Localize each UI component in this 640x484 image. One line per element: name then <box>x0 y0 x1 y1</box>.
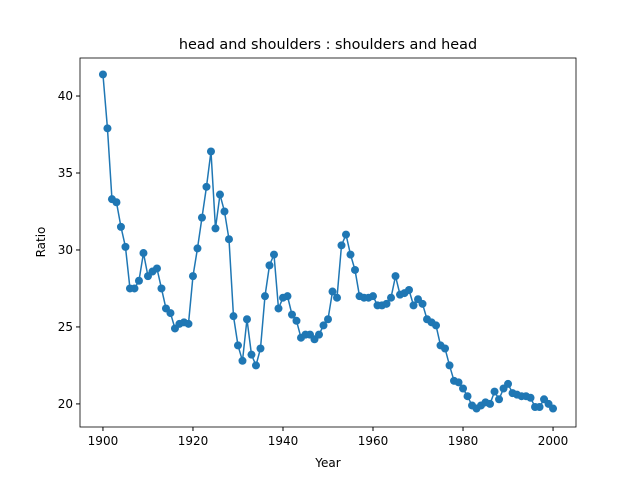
point <box>328 287 337 296</box>
point <box>116 222 125 231</box>
y-tick-label: 25 <box>58 320 73 334</box>
point <box>260 292 269 301</box>
point <box>233 341 242 350</box>
point <box>166 309 175 318</box>
point <box>319 321 328 330</box>
x-tick-label: 1900 <box>88 434 119 448</box>
point <box>103 124 112 133</box>
point <box>269 250 278 259</box>
chart-title: head and shoulders : shoulders and head <box>179 37 477 53</box>
point <box>121 242 130 251</box>
point <box>391 272 400 281</box>
point <box>283 292 292 301</box>
point <box>242 315 251 324</box>
point <box>337 241 346 250</box>
point <box>346 250 355 259</box>
y-axis-label: Ratio <box>34 227 48 258</box>
point <box>265 261 274 270</box>
x-tick-label: 1940 <box>268 434 299 448</box>
point <box>490 387 499 396</box>
point <box>314 330 323 339</box>
x-tick-label: 1980 <box>448 434 479 448</box>
point <box>134 276 143 285</box>
point <box>157 284 166 293</box>
point <box>256 344 265 353</box>
point <box>247 350 256 359</box>
point <box>441 344 450 353</box>
point <box>333 293 342 302</box>
point <box>454 378 463 387</box>
point <box>188 272 197 281</box>
point <box>369 292 378 301</box>
x-tick-label: 1920 <box>178 434 209 448</box>
point <box>98 70 107 79</box>
point <box>274 304 283 313</box>
point <box>463 392 472 401</box>
y-tick-label: 30 <box>58 243 73 257</box>
x-axis-label: Year <box>314 456 340 470</box>
point <box>292 316 301 325</box>
point <box>495 395 504 404</box>
point <box>432 321 441 330</box>
x-tick-label: 1960 <box>358 434 389 448</box>
point <box>504 379 513 388</box>
point <box>549 404 558 413</box>
point <box>152 264 161 273</box>
point <box>197 213 206 222</box>
y-tick-label: 35 <box>58 166 73 180</box>
point <box>229 312 238 321</box>
point <box>382 299 391 308</box>
point <box>139 249 148 258</box>
point <box>409 301 418 310</box>
point <box>351 265 360 274</box>
point <box>220 207 229 216</box>
point <box>224 235 233 244</box>
point <box>287 310 296 319</box>
point <box>486 399 495 408</box>
point <box>184 319 193 328</box>
point <box>215 190 224 199</box>
plot-frame <box>79 57 577 428</box>
point <box>202 182 211 191</box>
point <box>251 361 260 370</box>
point <box>526 393 535 402</box>
point <box>324 315 332 324</box>
point <box>193 244 202 253</box>
point <box>206 147 215 156</box>
point <box>459 384 468 393</box>
y-tick-label: 40 <box>58 89 73 103</box>
point <box>238 356 247 365</box>
point <box>405 285 414 294</box>
point <box>418 299 427 308</box>
x-tick-label: 2000 <box>538 434 569 448</box>
point <box>387 293 396 302</box>
point <box>112 198 121 207</box>
point <box>535 402 544 411</box>
point <box>130 284 139 293</box>
point <box>445 361 454 370</box>
y-tick-label: 20 <box>58 397 73 411</box>
point <box>342 230 351 239</box>
point <box>211 224 220 233</box>
